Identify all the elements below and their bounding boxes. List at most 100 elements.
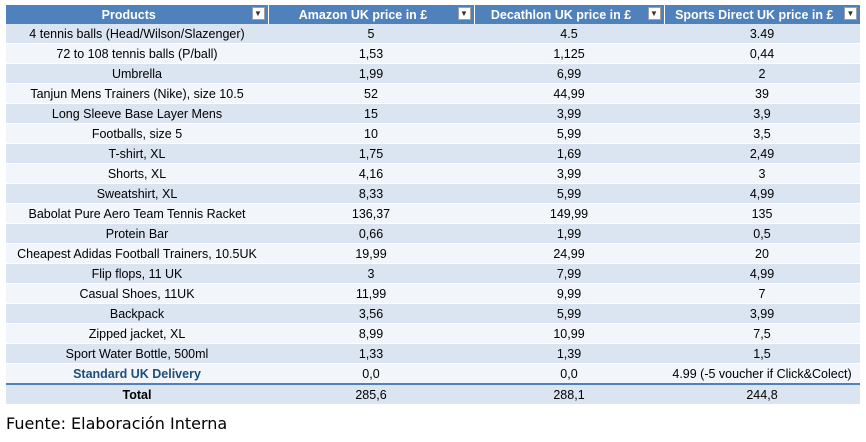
amazon-price-cell[interactable]: 1,53: [268, 43, 474, 64]
amazon-price-cell[interactable]: 0,66: [268, 223, 474, 244]
sports-direct-price-cell[interactable]: 3.49: [664, 24, 860, 44]
amazon-price-cell[interactable]: 136,37: [268, 203, 474, 224]
sports-direct-price-cell[interactable]: 0,5: [664, 223, 860, 244]
sports-direct-price-cell[interactable]: 39: [664, 83, 860, 104]
product-name-cell[interactable]: Sport Water Bottle, 500ml: [6, 343, 268, 364]
table-row: Flip flops, 11 UK 3 7,99 4,99: [6, 263, 860, 284]
decathlon-price-cell[interactable]: 9,99: [474, 283, 664, 304]
product-name-cell[interactable]: Flip flops, 11 UK: [6, 263, 268, 284]
product-name-cell[interactable]: Sweatshirt, XL: [6, 183, 268, 204]
amazon-price-cell[interactable]: 15: [268, 103, 474, 124]
product-name-cell[interactable]: Footballs, size 5: [6, 123, 268, 144]
product-name-cell[interactable]: Casual Shoes, 11UK: [6, 283, 268, 304]
amazon-price-cell[interactable]: 8,99: [268, 323, 474, 344]
table-row: T-shirt, XL 1,75 1,69 2,49: [6, 143, 860, 164]
sports-direct-price-cell[interactable]: 0,44: [664, 43, 860, 64]
product-name-cell[interactable]: Umbrella: [6, 63, 268, 84]
decathlon-price-cell[interactable]: 6,99: [474, 63, 664, 84]
decathlon-price-cell[interactable]: 1,125: [474, 43, 664, 64]
table-row: 72 to 108 tennis balls (P/ball) 1,53 1,125…: [6, 43, 860, 64]
amazon-price-cell[interactable]: 19,99: [268, 243, 474, 264]
sports-direct-price-cell[interactable]: 1,5: [664, 343, 860, 364]
table-row: Umbrella 1,99 6,99 2: [6, 63, 860, 84]
filter-dropdown-icon[interactable]: ▼: [251, 7, 265, 20]
table-body: 4 tennis balls (Head/Wilson/Slazenger) 5 4…: [6, 24, 860, 405]
decathlon-price-cell[interactable]: 149,99: [474, 203, 664, 224]
amazon-price-cell[interactable]: 8,33: [268, 183, 474, 204]
decathlon-price-cell[interactable]: 7,99: [474, 263, 664, 284]
amazon-price-cell[interactable]: 11,99: [268, 283, 474, 304]
table-row: Sport Water Bottle, 500ml 1,33 1,39 1,5: [6, 343, 860, 364]
decathlon-price-cell[interactable]: 4.5: [474, 24, 664, 44]
decathlon-price-cell[interactable]: 1,39: [474, 343, 664, 364]
sports-direct-price-cell[interactable]: 7: [664, 283, 860, 304]
amazon-price-cell[interactable]: 5: [268, 24, 474, 44]
product-name-cell[interactable]: Tanjun Mens Trainers (Nike), size 10.5: [6, 83, 268, 104]
sports-direct-price-cell[interactable]: 3,9: [664, 103, 860, 124]
product-name-cell[interactable]: Cheapest Adidas Football Trainers, 10.5U…: [6, 243, 268, 264]
decathlon-price-cell[interactable]: 5,99: [474, 183, 664, 204]
sports-direct-price-cell[interactable]: 3,99: [664, 303, 860, 324]
decathlon-price-cell[interactable]: 1,99: [474, 223, 664, 244]
decathlon-price-cell[interactable]: 3,99: [474, 163, 664, 184]
table-row: Babolat Pure Aero Team Tennis Racket 136,…: [6, 203, 860, 224]
total-decathlon-cell[interactable]: 288,1: [474, 383, 664, 405]
amazon-price-cell[interactable]: 1,99: [268, 63, 474, 84]
product-name-cell[interactable]: Backpack: [6, 303, 268, 324]
product-name-cell[interactable]: Babolat Pure Aero Team Tennis Racket: [6, 203, 268, 224]
filter-dropdown-icon[interactable]: ▼: [457, 7, 471, 20]
table-row: Cheapest Adidas Football Trainers, 10.5U…: [6, 243, 860, 264]
sports-direct-price-cell[interactable]: 4,99: [664, 263, 860, 284]
sports-direct-price-cell[interactable]: 3,5: [664, 123, 860, 144]
amazon-price-cell[interactable]: 4,16: [268, 163, 474, 184]
price-comparison-table: Products ▼ Amazon UK price in £ ▼ Decath…: [6, 5, 860, 405]
delivery-sports-direct-cell[interactable]: 4.99 (-5 voucher if Click&Colect): [664, 363, 860, 385]
sports-direct-price-cell[interactable]: 135: [664, 203, 860, 224]
total-label-cell[interactable]: Total: [6, 383, 268, 405]
decathlon-price-cell[interactable]: 1,69: [474, 143, 664, 164]
amazon-price-cell[interactable]: 3,56: [268, 303, 474, 324]
product-name-cell[interactable]: 4 tennis balls (Head/Wilson/Slazenger): [6, 24, 268, 44]
filter-dropdown-icon[interactable]: ▼: [647, 7, 661, 20]
sports-direct-price-cell[interactable]: 20: [664, 243, 860, 264]
column-header-label: Amazon UK price in £: [298, 7, 428, 22]
column-header-sports-direct: Sports Direct UK price in £ ▼: [664, 5, 860, 24]
amazon-price-cell[interactable]: 1,33: [268, 343, 474, 364]
price-comparison-sheet: Products ▼ Amazon UK price in £ ▼ Decath…: [6, 5, 860, 405]
decathlon-price-cell[interactable]: 24,99: [474, 243, 664, 264]
decathlon-price-cell[interactable]: 3,99: [474, 103, 664, 124]
total-sports-direct-cell[interactable]: 244,8: [664, 383, 860, 405]
total-row: Total 285,6 288,1 244,8: [6, 383, 860, 405]
amazon-price-cell[interactable]: 52: [268, 83, 474, 104]
table-row: Tanjun Mens Trainers (Nike), size 10.5 52…: [6, 83, 860, 104]
product-name-cell[interactable]: T-shirt, XL: [6, 143, 268, 164]
delivery-amazon-cell[interactable]: 0,0: [268, 363, 474, 385]
filter-dropdown-icon[interactable]: ▼: [844, 7, 857, 20]
amazon-price-cell[interactable]: 10: [268, 123, 474, 144]
column-header-amazon: Amazon UK price in £ ▼: [268, 5, 475, 24]
product-name-cell[interactable]: Shorts, XL: [6, 163, 268, 184]
decathlon-price-cell[interactable]: 5,99: [474, 303, 664, 324]
column-header-label: Sports Direct UK price in £: [675, 7, 834, 22]
decathlon-price-cell[interactable]: 5,99: [474, 123, 664, 144]
sports-direct-price-cell[interactable]: 7,5: [664, 323, 860, 344]
table-row: Sweatshirt, XL 8,33 5,99 4,99: [6, 183, 860, 204]
column-header-products: Products ▼: [6, 5, 269, 24]
product-name-cell[interactable]: 72 to 108 tennis balls (P/ball): [6, 43, 268, 64]
sports-direct-price-cell[interactable]: 2,49: [664, 143, 860, 164]
sports-direct-price-cell[interactable]: 4,99: [664, 183, 860, 204]
total-amazon-cell[interactable]: 285,6: [268, 383, 474, 405]
delivery-label-cell[interactable]: Standard UK Delivery: [6, 363, 268, 385]
amazon-price-cell[interactable]: 1,75: [268, 143, 474, 164]
delivery-decathlon-cell[interactable]: 0,0: [474, 363, 664, 385]
sports-direct-price-cell[interactable]: 3: [664, 163, 860, 184]
product-name-cell[interactable]: Protein Bar: [6, 223, 268, 244]
amazon-price-cell[interactable]: 3: [268, 263, 474, 284]
decathlon-price-cell[interactable]: 10,99: [474, 323, 664, 344]
column-header-label: Products: [101, 7, 156, 22]
sports-direct-price-cell[interactable]: 2: [664, 63, 860, 84]
product-name-cell[interactable]: Long Sleeve Base Layer Mens: [6, 103, 268, 124]
table-row: Shorts, XL 4,16 3,99 3: [6, 163, 860, 184]
product-name-cell[interactable]: Zipped jacket, XL: [6, 323, 268, 344]
decathlon-price-cell[interactable]: 44,99: [474, 83, 664, 104]
